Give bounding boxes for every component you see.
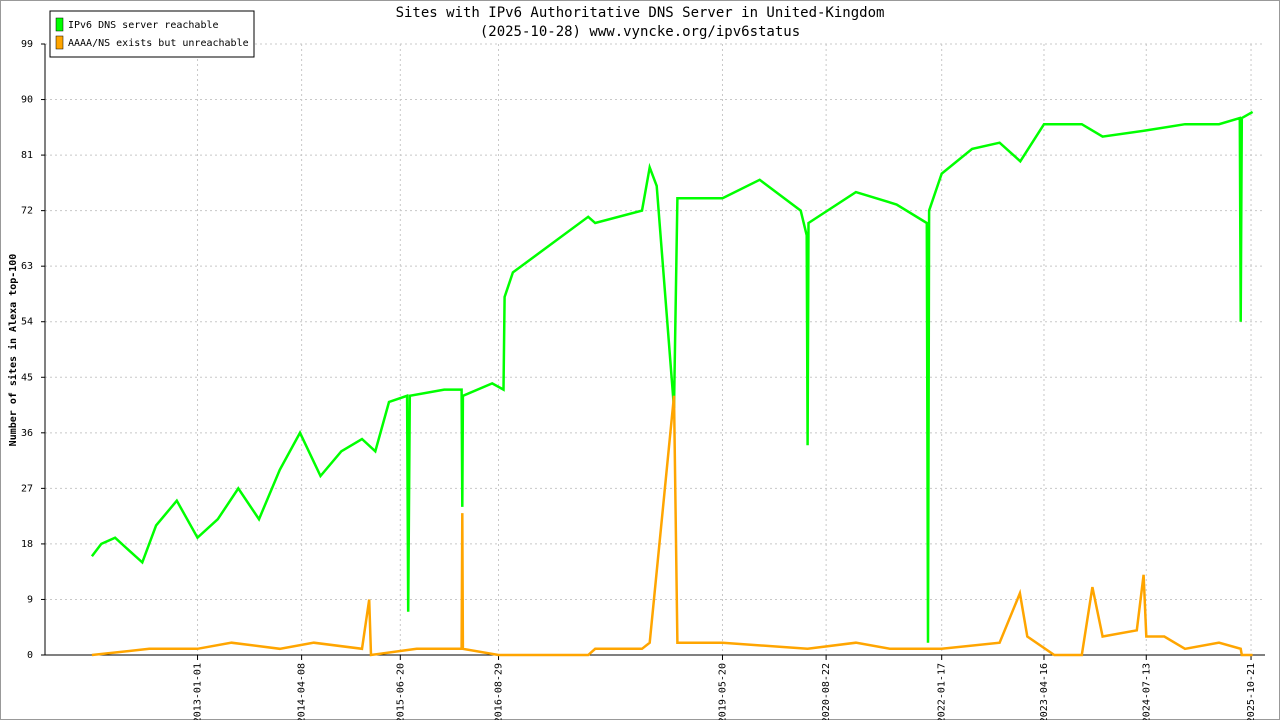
- y-tick-label: 81: [21, 150, 33, 161]
- y-tick-label: 90: [21, 95, 33, 106]
- y-tick-label: 27: [21, 483, 33, 494]
- x-tick-label: 2016-08-29: [494, 663, 505, 720]
- x-tick-label: 2015-06-20: [395, 663, 406, 720]
- y-tick-label: 72: [21, 206, 33, 217]
- legend-swatch: [55, 35, 64, 50]
- legend-swatch: [55, 17, 64, 32]
- series-line: [90, 110, 1254, 643]
- chart-title: Sites with IPv6 Authoritative DNS Server…: [396, 5, 885, 21]
- x-tick-label: 2020-08-22: [821, 663, 832, 720]
- y-tick-label: 36: [21, 428, 33, 439]
- y-axis-label: Number of sites in Alexa top-100: [7, 254, 19, 447]
- legend-box: [49, 10, 255, 58]
- series-line: [91, 395, 1253, 657]
- x-tick-label: 2023-04-16: [1039, 663, 1050, 720]
- y-tick-label: 54: [21, 317, 33, 328]
- y-tick-label: 63: [21, 261, 33, 272]
- y-tick-label: 18: [21, 539, 33, 550]
- legend-label: IPv6 DNS server reachable: [68, 20, 219, 31]
- y-tick-label: 0: [27, 650, 33, 661]
- y-tick-label: 9: [27, 594, 33, 605]
- legend-label: AAAA/NS exists but unreachable: [68, 38, 249, 49]
- x-tick-label: 2022-01-17: [937, 663, 948, 720]
- x-tick-label: 2019-05-20: [717, 663, 728, 720]
- chart-subtitle: (2025-10-28) www.vyncke.org/ipv6status: [480, 24, 800, 40]
- legend: IPv6 DNS server reachable AAAA/NS exists …: [49, 10, 255, 58]
- x-tick-label: 2014-04-08: [297, 663, 308, 720]
- y-tick-label: 45: [21, 372, 33, 383]
- y-tick-label: 99: [21, 39, 33, 50]
- x-tick-label: 2013-01-01: [193, 663, 204, 720]
- x-tick-label: 2024-07-13: [1141, 663, 1152, 720]
- x-tick-label: 2025-10-21: [1246, 663, 1257, 720]
